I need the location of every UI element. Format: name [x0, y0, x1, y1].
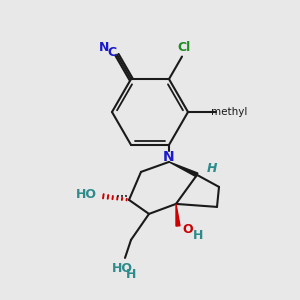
Text: HO: HO: [76, 188, 97, 201]
Text: O: O: [183, 224, 193, 236]
Polygon shape: [176, 204, 180, 226]
Text: C: C: [107, 46, 117, 59]
Text: N: N: [163, 150, 175, 164]
Text: methyl: methyl: [211, 107, 247, 117]
Text: HO: HO: [112, 262, 133, 275]
Text: H: H: [193, 230, 203, 242]
Polygon shape: [169, 162, 198, 177]
Text: Cl: Cl: [177, 41, 190, 54]
Text: H: H: [126, 268, 136, 281]
Text: •••: •••: [116, 194, 128, 200]
Text: N: N: [99, 41, 109, 54]
Text: H: H: [207, 162, 217, 176]
